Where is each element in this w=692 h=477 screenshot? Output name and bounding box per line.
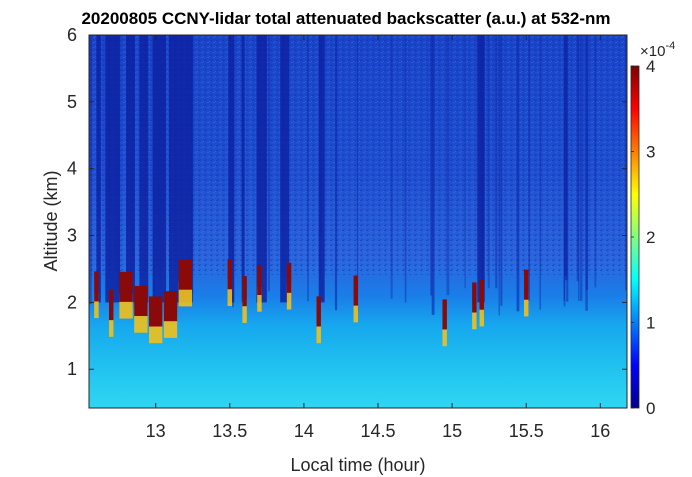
x-tick-label: 13.5 — [212, 421, 247, 441]
x-tick-label: 13 — [146, 421, 166, 441]
x-tick-label: 14.5 — [360, 421, 395, 441]
y-tick-label: 1 — [67, 359, 77, 379]
colorbar-tick-label: 3 — [646, 143, 655, 162]
colorbar-tick-label: 2 — [646, 228, 655, 247]
chart-title: 20200805 CCNY-lidar total attenuated bac… — [81, 9, 610, 28]
plot-frame — [88, 34, 628, 409]
colorbar-scale: ×10-4 — [640, 40, 675, 60]
x-axis-label: Local time (hour) — [290, 455, 425, 475]
y-tick-label: 5 — [67, 92, 77, 112]
x-tick-label: 16 — [590, 421, 610, 441]
y-axis-label: Altitude (km) — [41, 170, 61, 271]
cloud-returns — [94, 259, 529, 347]
colorbar-tick-label: 4 — [646, 57, 655, 76]
y-tick-label: 4 — [67, 159, 77, 179]
x-tick-label: 15.5 — [509, 421, 544, 441]
colorbar-scale-exponent: -4 — [665, 40, 675, 52]
y-tick-label: 6 — [67, 25, 77, 45]
y-tick-label: 3 — [67, 226, 77, 246]
y-axis: 1 2 3 4 5 6 — [67, 25, 627, 379]
x-tick-label: 15 — [442, 421, 462, 441]
dark-columns — [89, 35, 627, 316]
colorbar: 0 1 2 3 4 ×10-4 — [630, 40, 675, 418]
colorbar-ticks: 0 1 2 3 4 — [631, 57, 655, 418]
colorbar-tick-label: 1 — [646, 314, 655, 333]
x-axis: 13 13.5 14 14.5 15 15.5 16 — [146, 35, 610, 441]
colorbar-scale-base: ×10 — [640, 43, 665, 60]
colorbar-tick-label: 0 — [646, 399, 655, 418]
y-tick-label: 2 — [67, 292, 77, 312]
x-tick-label: 14 — [294, 421, 314, 441]
plot-area — [89, 35, 627, 408]
